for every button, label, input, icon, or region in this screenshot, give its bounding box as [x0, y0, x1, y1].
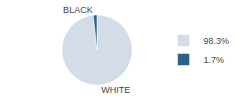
svg-text:98.3%: 98.3% — [204, 36, 230, 46]
svg-text:WHITE: WHITE — [101, 85, 130, 95]
svg-text:BLACK: BLACK — [63, 5, 93, 15]
svg-text:1.7%: 1.7% — [204, 55, 225, 65]
